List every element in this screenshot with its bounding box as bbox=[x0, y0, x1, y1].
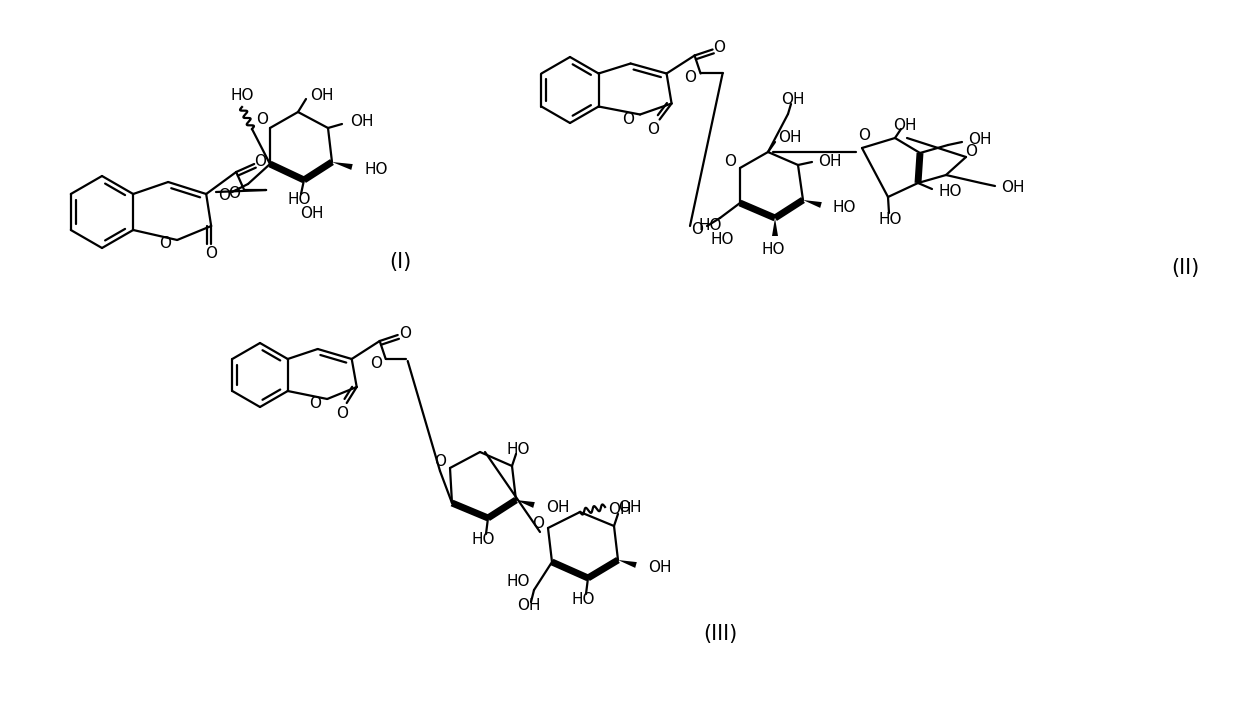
Text: OH: OH bbox=[781, 93, 805, 108]
Polygon shape bbox=[516, 500, 534, 508]
Text: O: O bbox=[647, 122, 660, 137]
Text: (II): (II) bbox=[1171, 258, 1199, 278]
Text: OH: OH bbox=[300, 207, 324, 221]
Polygon shape bbox=[332, 162, 352, 170]
Text: OH: OH bbox=[968, 132, 992, 148]
Text: HO: HO bbox=[506, 442, 529, 458]
Text: O: O bbox=[370, 356, 382, 370]
Text: O: O bbox=[159, 236, 171, 250]
Text: HO: HO bbox=[711, 231, 734, 247]
Text: O: O bbox=[713, 40, 725, 55]
Text: (I): (I) bbox=[389, 252, 412, 272]
Text: HO: HO bbox=[937, 183, 961, 198]
Text: O: O bbox=[532, 515, 544, 531]
Text: OH: OH bbox=[818, 153, 842, 169]
Polygon shape bbox=[618, 560, 637, 568]
Text: OH: OH bbox=[546, 501, 569, 515]
Text: O: O bbox=[255, 112, 268, 127]
Text: O: O bbox=[228, 186, 241, 200]
Text: OH: OH bbox=[517, 598, 541, 614]
Text: HO: HO bbox=[365, 162, 387, 177]
Text: HO: HO bbox=[288, 193, 311, 207]
Polygon shape bbox=[804, 200, 822, 208]
Text: OH: OH bbox=[609, 503, 631, 517]
Text: O: O bbox=[434, 455, 446, 470]
Text: OH: OH bbox=[310, 89, 334, 103]
Text: OH: OH bbox=[350, 115, 373, 129]
Text: O: O bbox=[399, 325, 410, 340]
Text: O: O bbox=[309, 396, 321, 411]
Text: OH: OH bbox=[649, 560, 672, 576]
Text: O: O bbox=[218, 188, 229, 202]
Text: HO: HO bbox=[572, 593, 595, 607]
Text: HO: HO bbox=[833, 200, 857, 216]
Polygon shape bbox=[773, 218, 777, 236]
Text: HO: HO bbox=[761, 243, 785, 257]
Text: OH: OH bbox=[1001, 181, 1024, 195]
Text: O: O bbox=[724, 155, 737, 169]
Text: HO: HO bbox=[471, 532, 495, 548]
Text: O: O bbox=[205, 247, 217, 262]
Text: O: O bbox=[622, 112, 634, 127]
Text: O: O bbox=[336, 406, 347, 420]
Text: HO: HO bbox=[231, 87, 254, 103]
Text: O: O bbox=[691, 221, 703, 236]
Text: (III): (III) bbox=[703, 624, 737, 644]
Text: O: O bbox=[965, 145, 977, 160]
Text: O: O bbox=[254, 153, 267, 169]
Text: OH: OH bbox=[618, 500, 641, 515]
Text: HO: HO bbox=[878, 212, 901, 226]
Text: OH: OH bbox=[893, 119, 916, 134]
Text: HO: HO bbox=[506, 574, 529, 590]
Text: OH: OH bbox=[777, 131, 801, 146]
Text: HO: HO bbox=[698, 217, 722, 233]
Text: O: O bbox=[684, 70, 697, 85]
Text: O: O bbox=[858, 129, 870, 143]
